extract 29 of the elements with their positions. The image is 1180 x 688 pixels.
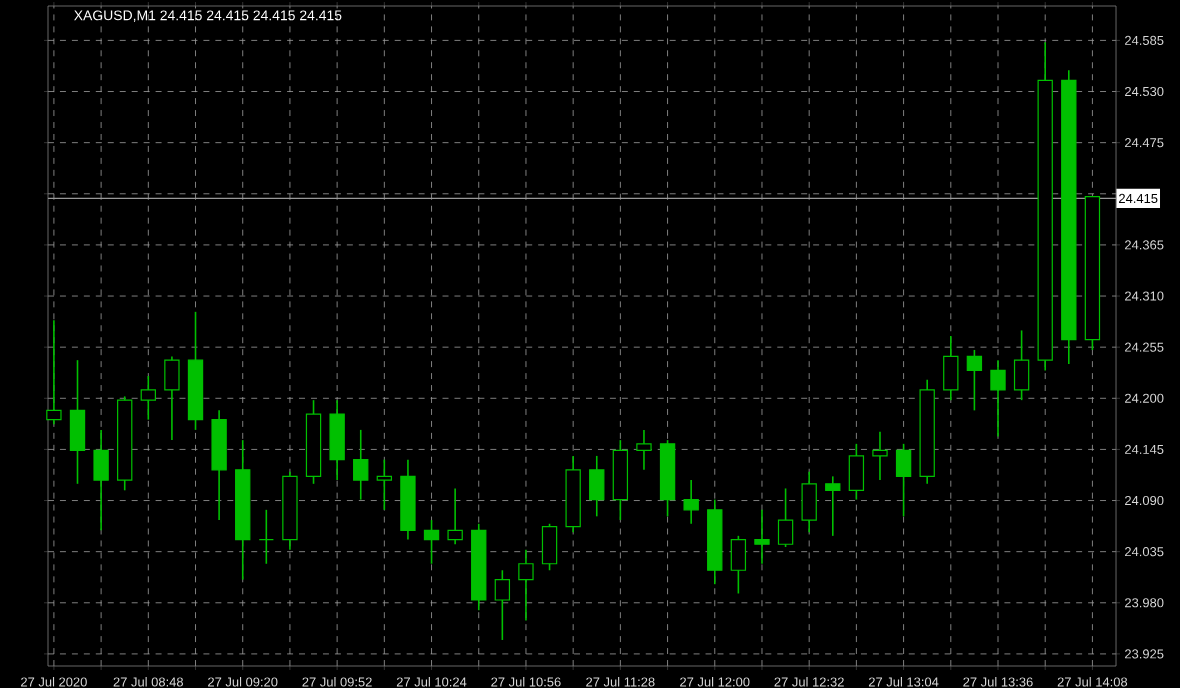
candlestick: [46, 319, 62, 426]
candlestick: [447, 487, 463, 546]
candlestick: [589, 455, 605, 518]
candlestick: [754, 509, 770, 565]
candlestick: [801, 470, 817, 533]
candlestick: [164, 355, 180, 441]
candlestick: [895, 443, 912, 518]
candlestick: [966, 349, 983, 412]
candlestick: [140, 375, 156, 421]
candlestick: [1013, 329, 1030, 401]
candlestick: [777, 487, 794, 548]
candlestick: [730, 535, 747, 595]
candlestick: [93, 429, 109, 532]
candlestick: [636, 429, 652, 471]
candlestick: [990, 359, 1006, 438]
candlestick: [258, 509, 275, 565]
candlestick: [825, 475, 841, 537]
candlestick: [423, 519, 440, 565]
candlestick: [872, 430, 888, 481]
candlestick: [518, 549, 534, 622]
candlestick: [69, 359, 86, 485]
candlestick: [943, 335, 959, 401]
candlestick: [683, 479, 699, 525]
candlestick: [376, 458, 393, 511]
candlestick: [353, 429, 369, 501]
candlestick: [494, 569, 511, 641]
candlestick: [848, 443, 865, 501]
candlestick: [541, 522, 558, 572]
candlestick: [329, 399, 345, 481]
